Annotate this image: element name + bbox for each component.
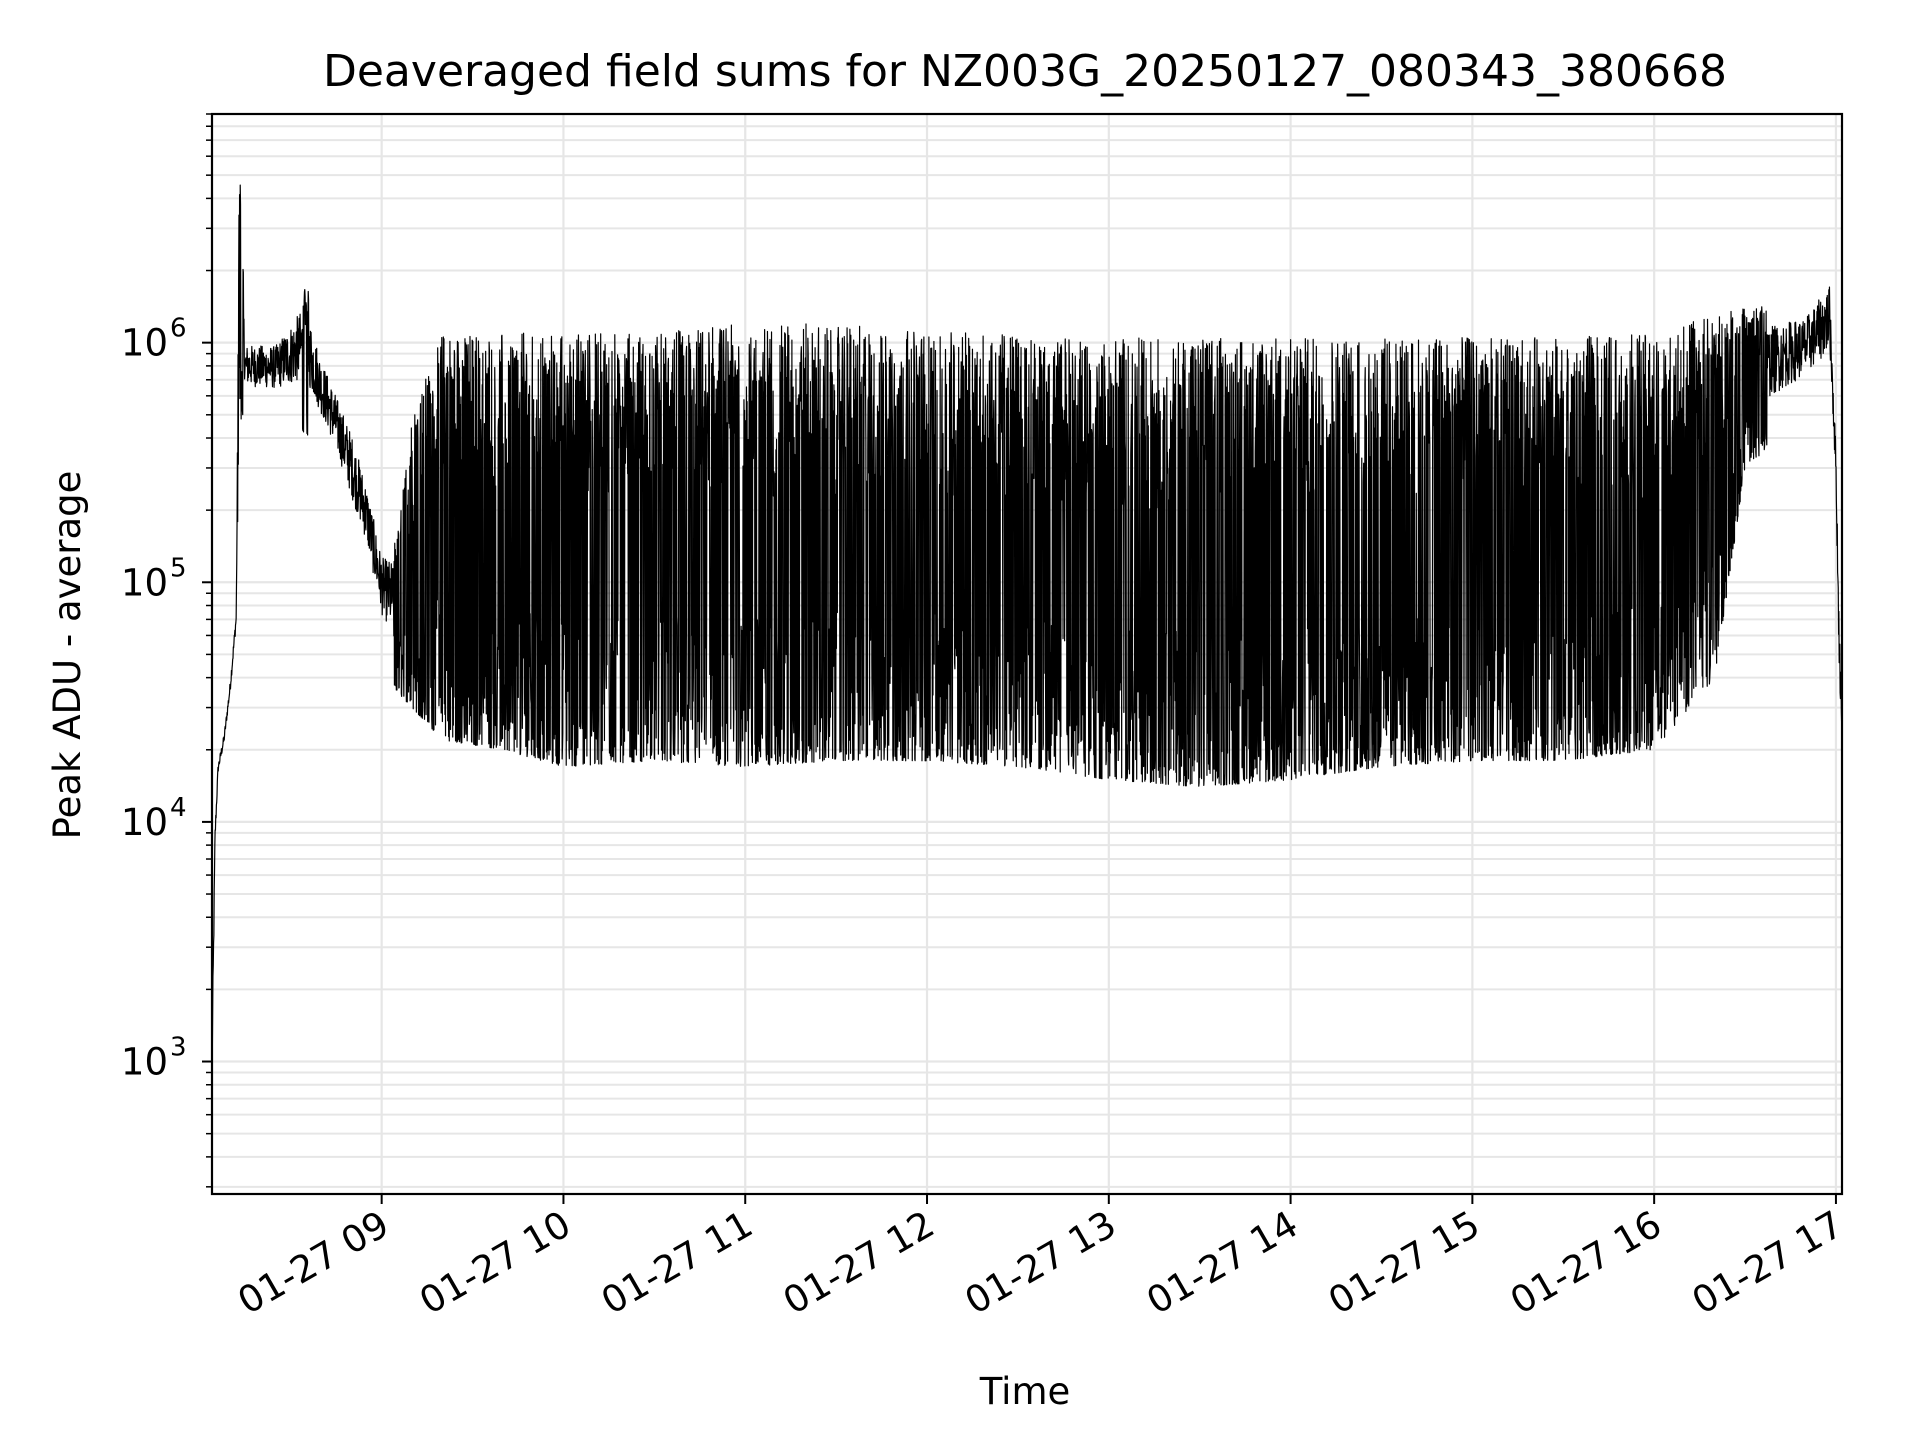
y-tick-base: 10	[121, 322, 168, 365]
y-tick-exponent: 6	[170, 314, 187, 344]
chart-title: Deaveraged field sums for NZ003G_2025012…	[323, 46, 1727, 97]
y-tick-exponent: 3	[170, 1033, 187, 1063]
y-tick-label: 10 5	[121, 553, 187, 604]
series-path	[211, 184, 1843, 1062]
y-tick-base: 10	[121, 561, 168, 604]
y-tick-exponent: 5	[170, 553, 187, 583]
y-tick-base: 10	[121, 1041, 168, 1084]
plot-area	[210, 112, 1844, 1196]
y-tick-label: 10 4	[121, 793, 187, 844]
y-tick-base: 10	[121, 801, 168, 844]
x-axis-label: Time	[979, 1370, 1071, 1413]
series-line	[211, 184, 1843, 1062]
y-tick-label: 10 6	[121, 314, 187, 365]
y-tick-exponent: 4	[170, 793, 187, 823]
y-tick-label: 10 3	[121, 1033, 187, 1084]
y-axis-label: Peak ADU - average	[46, 471, 89, 840]
